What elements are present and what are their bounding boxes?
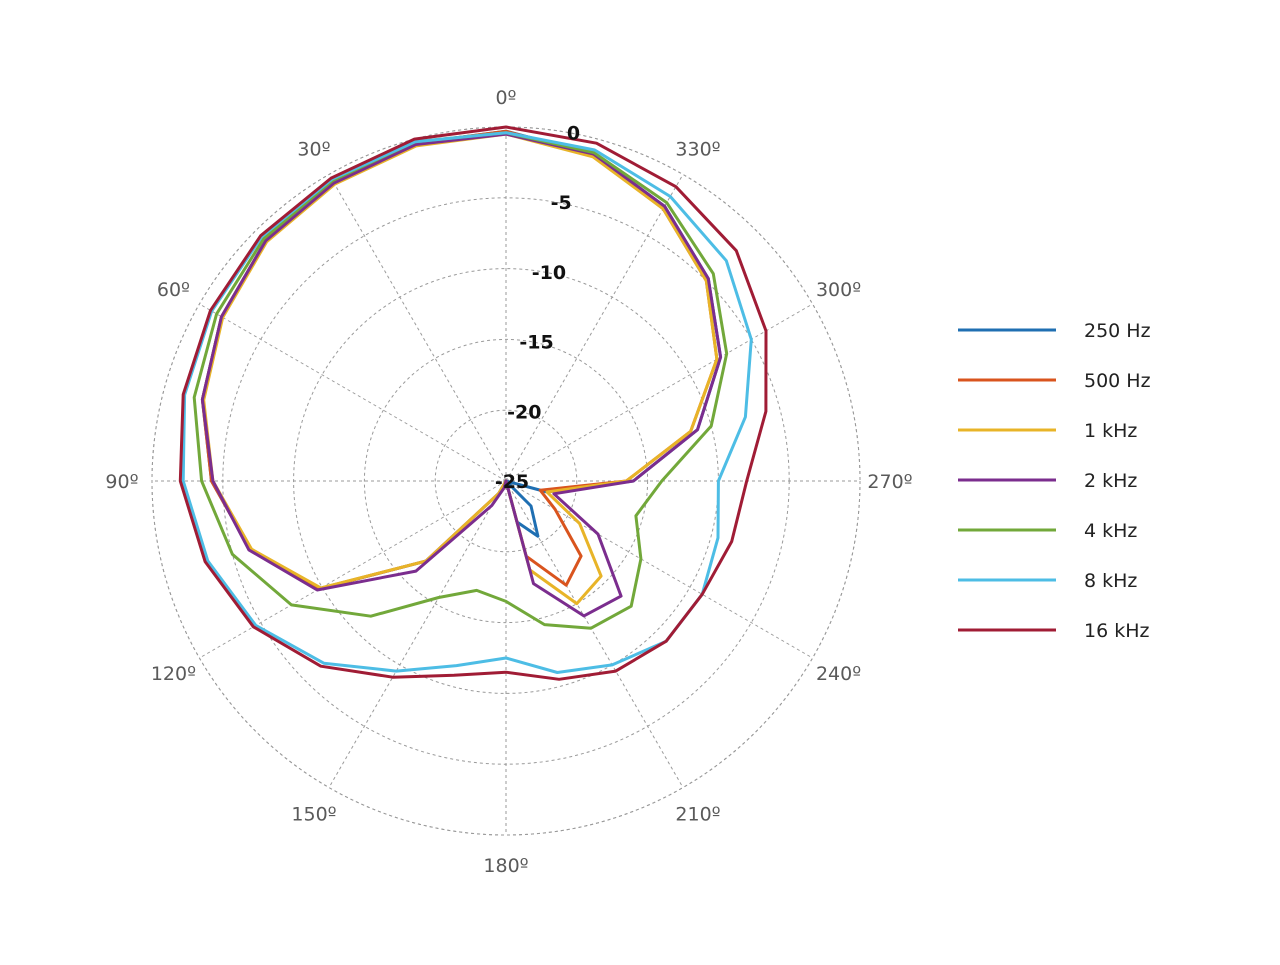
grid-ring — [434, 409, 578, 553]
angle-tick-label: 60º — [157, 279, 190, 301]
legend-label: 1 kHz — [1084, 420, 1137, 442]
grid-spoke — [328, 480, 507, 788]
angle-tick-label: 30º — [297, 138, 330, 160]
series-line-16-khz — [178, 125, 768, 681]
angle-tick-label: 150º — [291, 804, 336, 826]
radial-tick-label: 0 — [567, 122, 580, 144]
angle-tick-label: 120º — [151, 663, 196, 685]
radial-tick-label: -25 — [495, 471, 529, 493]
radial-tick-label: -15 — [519, 332, 553, 354]
legend-label: 500 Hz — [1084, 370, 1151, 392]
angle-tick-label: 90º — [105, 471, 138, 493]
angle-tick-label: 240º — [816, 663, 861, 685]
radial-tick-label: -10 — [532, 262, 566, 284]
grid-spoke — [505, 480, 813, 659]
angle-tick-label: 180º — [483, 855, 528, 877]
legend-label: 16 kHz — [1084, 620, 1150, 642]
grid-spoke — [199, 480, 507, 659]
grid-spoke — [505, 303, 813, 482]
grid-ring — [363, 338, 649, 624]
grid-layer — [151, 126, 861, 836]
angle-tick-label: 210º — [675, 804, 720, 826]
series-line-2-khz — [200, 132, 723, 618]
angle-tick-label: 330º — [675, 138, 720, 160]
grid-spoke — [505, 480, 684, 788]
series-line-250-hz — [200, 129, 723, 591]
series-line-500-hz — [200, 129, 719, 591]
label-layer: 0º 30º 60º 90º 120º 150º 180º 210º 240º 270º 300º 3… — [105, 87, 912, 877]
angle-tick-label: 300º — [816, 279, 861, 301]
series-line-4-khz — [192, 131, 729, 630]
angle-tick-label: 0º — [495, 87, 516, 109]
angle-tick-label: 270º — [867, 471, 912, 493]
grid-spoke — [328, 174, 507, 482]
grid-spoke — [199, 303, 507, 482]
legend-label: 2 kHz — [1084, 470, 1137, 492]
legend-label: 8 kHz — [1084, 570, 1137, 592]
legend: 250 Hz 500 Hz 1 kHz 2 kHz 4 kHz 8 kHz 16 kHz — [958, 320, 1151, 642]
grid-spoke — [505, 174, 684, 482]
legend-label: 250 Hz — [1084, 320, 1151, 342]
radial-tick-label: -5 — [551, 192, 572, 214]
legend-label: 4 kHz — [1084, 520, 1137, 542]
grid-ring-outer — [151, 126, 861, 836]
radial-tick-label: -20 — [507, 401, 541, 423]
series-layer — [178, 125, 768, 681]
